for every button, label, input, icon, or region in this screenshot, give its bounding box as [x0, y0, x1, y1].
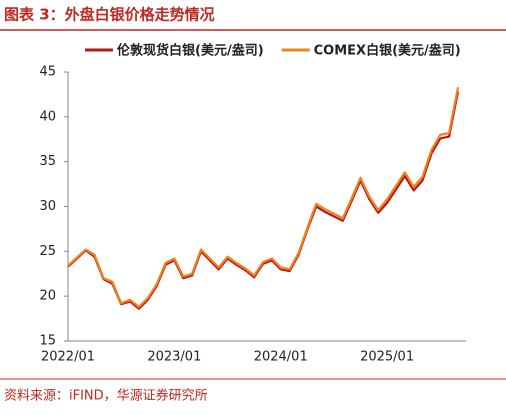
series-line [67, 91, 460, 310]
x-tick-label: 2023/01 [147, 350, 201, 365]
y-tick-label: 25 [39, 244, 56, 259]
y-tick-label: 35 [39, 154, 56, 169]
y-tick-label: 20 [39, 289, 56, 304]
y-tick-label: 15 [39, 334, 56, 349]
x-tick-label: 2025/01 [360, 350, 414, 365]
legend-label: 伦敦现货白银(美元/盎司) [117, 43, 264, 59]
y-tick-label: 45 [39, 65, 56, 80]
source: 资料来源：iFIND，华源证券研究所 [4, 388, 208, 404]
y-tick-label: 30 [39, 199, 56, 214]
chart-title: 图表 3：外盘白银价格走势情况 [4, 6, 215, 24]
legend-label: COMEX白银(美元/盎司) [314, 43, 461, 59]
x-tick-label: 2022/01 [41, 350, 95, 365]
y-tick-label: 40 [39, 109, 56, 124]
series-line [67, 86, 460, 308]
x-tick-label: 2024/01 [254, 350, 308, 365]
